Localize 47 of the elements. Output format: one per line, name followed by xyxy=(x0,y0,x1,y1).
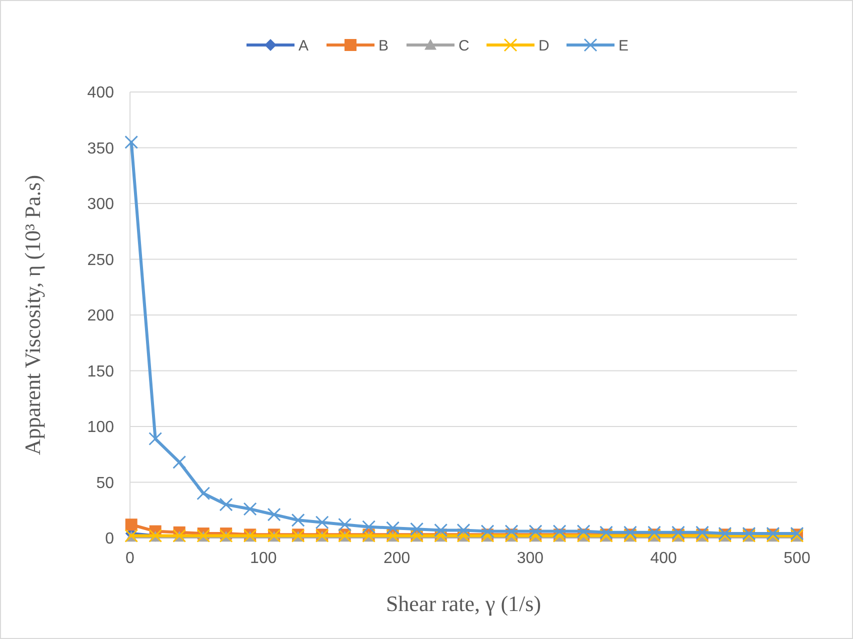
point xyxy=(599,526,613,540)
point xyxy=(338,518,352,532)
point xyxy=(528,524,542,538)
point xyxy=(362,520,376,534)
point xyxy=(267,508,281,522)
x-tick-label: 200 xyxy=(383,550,410,567)
point xyxy=(243,502,257,516)
y-tick-label: 300 xyxy=(87,196,114,214)
y-tick-label: 350 xyxy=(87,140,114,158)
x-tick-label: 400 xyxy=(650,550,678,567)
point xyxy=(648,526,662,540)
y-tick-label: 0 xyxy=(105,530,114,548)
point xyxy=(696,526,710,540)
y-tick-label: 150 xyxy=(87,363,114,380)
legend-label: C xyxy=(458,37,470,54)
point xyxy=(456,523,470,537)
point xyxy=(386,521,400,535)
y-tick-label: 250 xyxy=(87,252,114,269)
y-tick-label: 400 xyxy=(87,84,114,102)
point xyxy=(552,524,566,538)
point xyxy=(504,524,518,538)
legend-label: D xyxy=(538,37,550,54)
point xyxy=(124,135,138,149)
y-axis-title: Apparent Viscosity, η (10³ Pa.s) xyxy=(20,174,45,456)
x-tick-label: 100 xyxy=(250,550,277,567)
y-tick-label: 50 xyxy=(96,474,114,492)
y-tick-label: 100 xyxy=(87,419,114,436)
legend-label: E xyxy=(618,37,629,54)
point xyxy=(576,524,590,538)
point xyxy=(219,498,233,512)
point xyxy=(672,526,686,540)
point xyxy=(196,486,210,500)
legend-label: B xyxy=(378,37,389,54)
point xyxy=(434,523,448,537)
x-tick-label: 0 xyxy=(126,550,135,567)
point xyxy=(410,522,424,536)
x-tick-label: 300 xyxy=(516,550,544,567)
point xyxy=(148,432,162,446)
point xyxy=(624,526,637,540)
x-axis-title: Shear rate, γ (1/s) xyxy=(386,591,542,616)
x-tick-label: 500 xyxy=(784,550,810,567)
point xyxy=(291,513,305,527)
point xyxy=(315,516,329,530)
legend-label: A xyxy=(298,37,309,54)
point xyxy=(125,518,138,531)
point xyxy=(480,524,494,538)
y-tick-label: 200 xyxy=(87,308,114,325)
